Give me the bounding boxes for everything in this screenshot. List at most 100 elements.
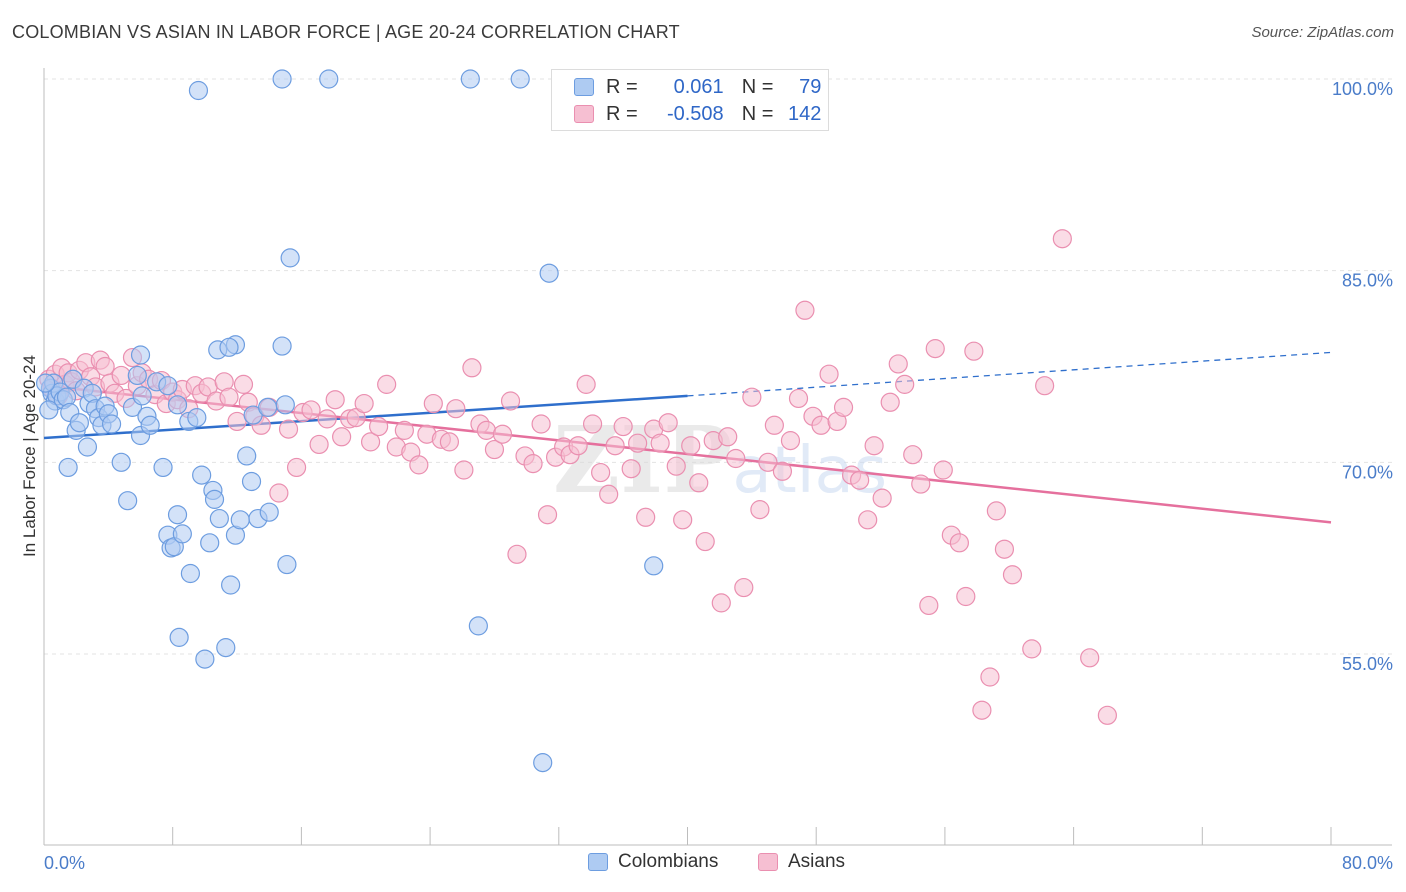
asian-point <box>409 455 429 475</box>
watermark-atlas: atlas <box>732 434 887 508</box>
colombian-point <box>216 638 236 658</box>
asians-swatch <box>758 853 778 871</box>
asian-point <box>582 414 603 434</box>
asian-point <box>309 434 329 455</box>
asian-point <box>568 436 588 456</box>
asian-point <box>750 500 770 520</box>
colombian-point <box>275 395 295 415</box>
colombian-point <box>221 575 241 595</box>
asian-point <box>788 388 809 409</box>
asian-point <box>925 339 945 359</box>
asian-point <box>666 456 686 476</box>
asian-point <box>858 510 878 530</box>
asian-point <box>278 419 299 439</box>
asian-point <box>227 411 247 432</box>
asian-point <box>1022 639 1042 659</box>
asian-point <box>628 433 648 453</box>
labels-layer: 55.0% 70.0% 85.0% 100.0% 0.0% 80.0% In Labor F… <box>20 79 1393 873</box>
asian-point <box>591 462 611 483</box>
colombian-point <box>230 510 250 530</box>
colombian-point <box>241 471 262 492</box>
asian-point <box>576 374 596 394</box>
asian-point <box>888 354 908 374</box>
watermark-zip: ZIP <box>553 406 732 514</box>
asian-point <box>864 436 884 456</box>
asian-point <box>964 341 984 361</box>
legend-item-colombians[interactable]: Colombians <box>588 851 718 873</box>
legend-item-asians[interactable]: Asians <box>758 851 845 873</box>
asian-point <box>650 433 670 453</box>
asian-point <box>949 533 969 553</box>
chart-title: COLOMBIAN VS ASIAN IN LABOR FORCE | AGE … <box>12 22 680 42</box>
asian-point <box>872 488 892 508</box>
asian-point <box>394 420 414 440</box>
axes-layer <box>43 68 1392 846</box>
asian-point <box>369 416 389 437</box>
asian-point <box>523 454 543 474</box>
colombian-point <box>644 556 664 576</box>
asian-point <box>780 431 801 451</box>
colombian-point <box>539 263 559 283</box>
colombian-point <box>77 437 98 457</box>
chart-source: Source: ZipAtlas.com <box>1251 24 1394 41</box>
asian-point <box>531 414 551 434</box>
asian-point <box>446 399 466 419</box>
asian-point <box>911 474 931 494</box>
asian-point <box>454 460 474 480</box>
asian-point <box>919 595 939 616</box>
legend-n-value: 79 <box>799 75 822 98</box>
asian-point <box>423 393 443 414</box>
colombian-point <box>258 397 278 417</box>
colombian-point <box>169 627 189 647</box>
asian-point <box>1080 648 1100 668</box>
colombian-point <box>209 508 229 529</box>
legend-n-value: 142 <box>788 102 822 125</box>
asian-point <box>325 390 345 410</box>
asian-point <box>795 300 815 320</box>
colombian-point <box>280 248 300 268</box>
asian-point <box>636 507 656 527</box>
colombians-trend-extension <box>687 351 1332 397</box>
asian-point <box>95 356 115 377</box>
colombian-point <box>118 491 138 511</box>
asian-point <box>439 432 460 452</box>
colombian-point <box>172 524 192 544</box>
asian-point <box>507 544 527 564</box>
asian-point <box>895 374 915 394</box>
colombian-point <box>219 337 239 357</box>
colombian-point <box>237 446 257 466</box>
asian-point <box>537 505 558 525</box>
asian-point <box>286 457 307 478</box>
asian-point <box>819 364 839 384</box>
asian-point <box>219 387 239 407</box>
legend-item-label: Colombians <box>618 851 719 872</box>
colombian-point <box>200 533 220 553</box>
legend-row-asians: R = -0.508 N = 142 <box>574 102 821 126</box>
asian-point <box>605 436 625 456</box>
asian-point <box>850 470 870 490</box>
asian-point <box>718 427 738 447</box>
legend-r-value: 0.061 <box>673 75 724 98</box>
colombian-point <box>180 563 200 584</box>
asian-point <box>301 400 321 420</box>
colombian-point <box>187 408 207 428</box>
colombian-point <box>259 502 279 522</box>
asian-point <box>332 427 352 447</box>
y-tick-label: 100.0% <box>1332 79 1393 99</box>
asian-point <box>484 439 505 460</box>
asian-point <box>1097 705 1117 725</box>
legend-row-colombians: R = 0.061 N = 79 <box>574 75 821 99</box>
asian-point <box>500 391 521 411</box>
asian-point <box>1002 565 1023 585</box>
colombian-point <box>69 413 89 433</box>
colombian-point <box>39 400 59 420</box>
asian-point <box>689 473 709 493</box>
colombian-point <box>510 69 530 89</box>
colombians-swatch <box>574 78 594 96</box>
asian-point <box>354 393 374 414</box>
colombian-point <box>188 80 209 101</box>
colombian-point <box>195 649 215 669</box>
colombian-point <box>272 336 292 356</box>
stats-legend: R = 0.061 N = 79 R = -0.508 N = 142 <box>551 69 829 131</box>
colombian-point <box>277 554 297 575</box>
